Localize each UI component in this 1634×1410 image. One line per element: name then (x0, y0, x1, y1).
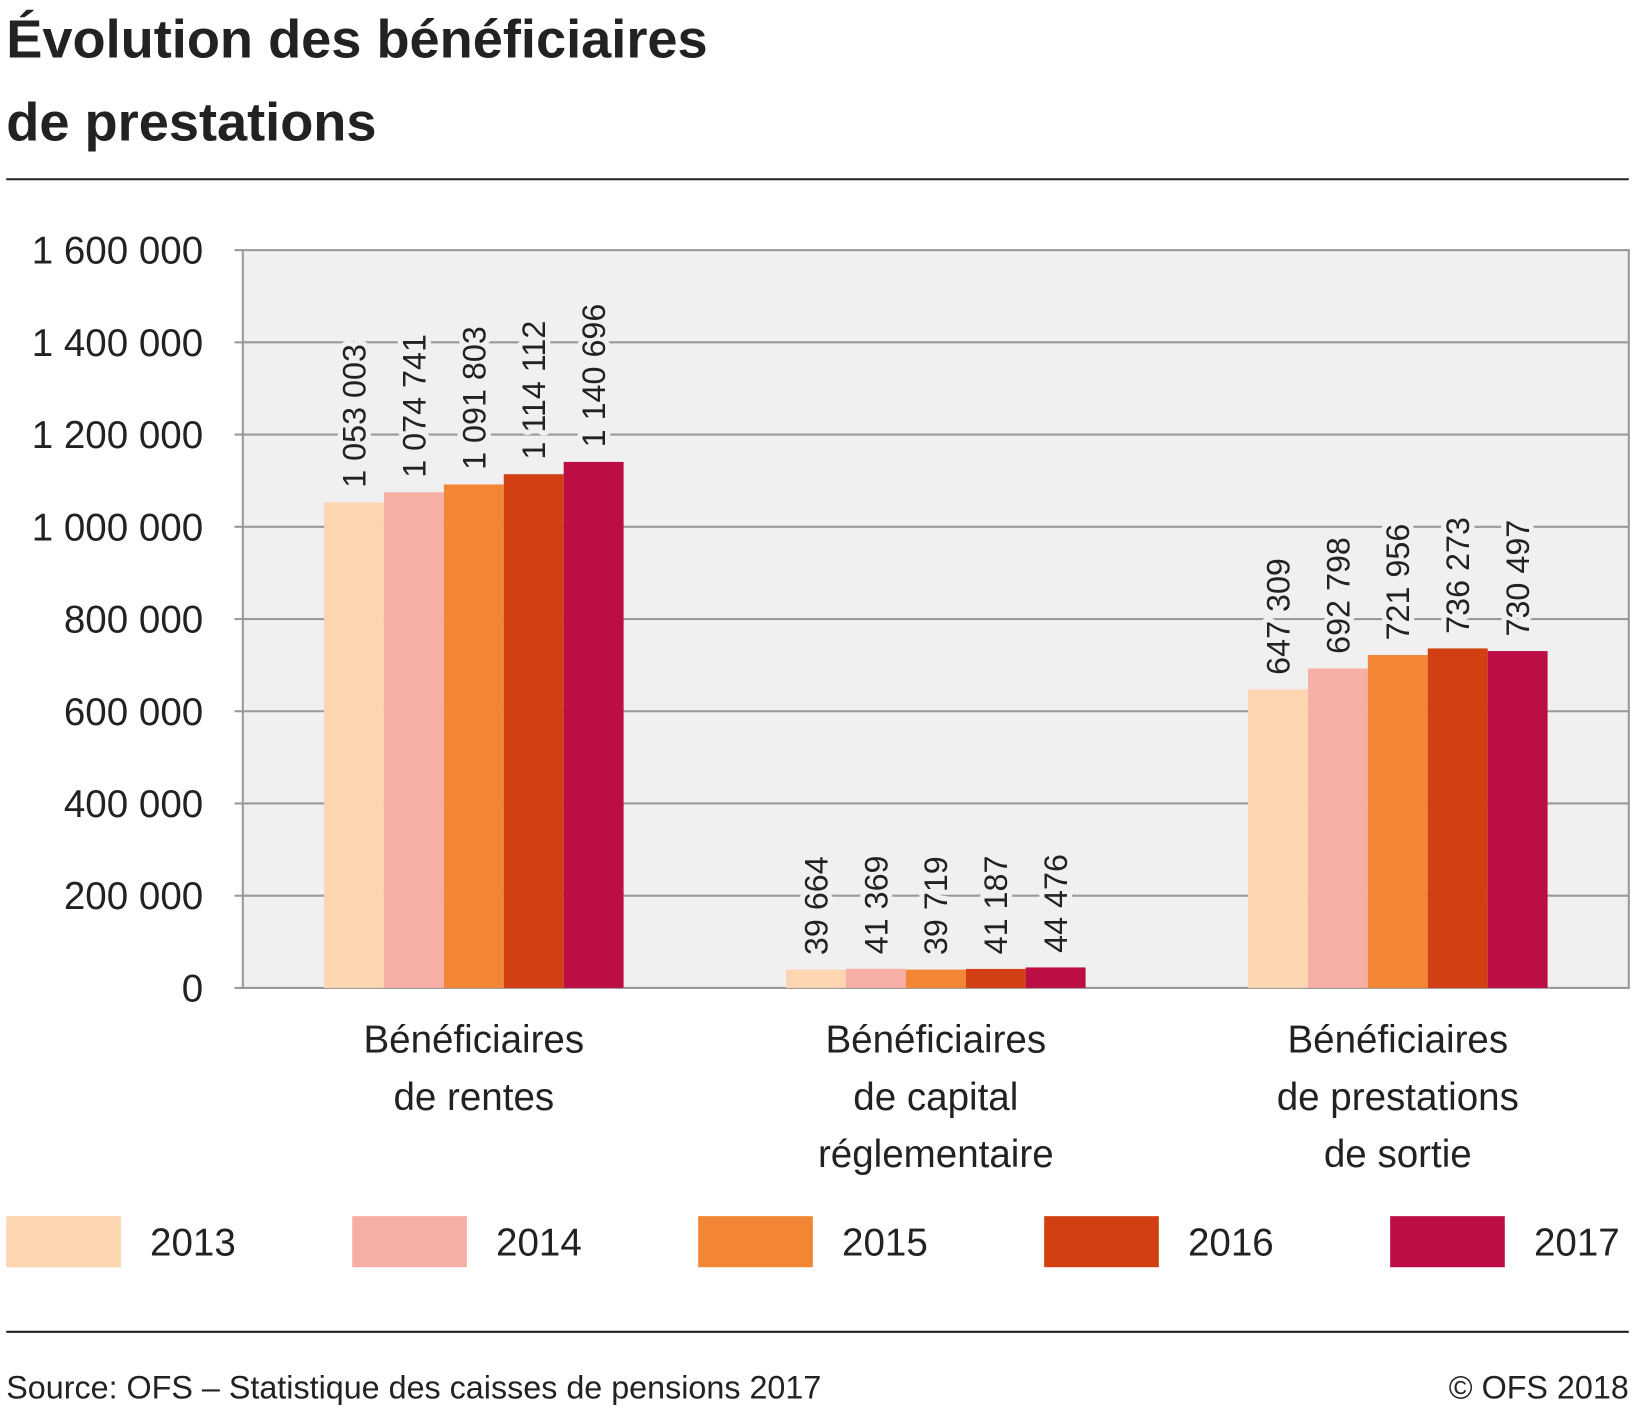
x-tick-label: de rentes (393, 1076, 554, 1119)
y-tick-label: 200 000 (64, 875, 203, 918)
legend-label: 2013 (150, 1222, 236, 1265)
bar (324, 502, 384, 988)
x-tick-label: de capital (853, 1076, 1018, 1119)
chart-title: Évolution des bénéficiaires (6, 9, 707, 69)
x-tick-label: Bénéficiaires (1287, 1019, 1508, 1062)
y-tick-label: 1 400 000 (32, 322, 204, 365)
copyright: © OFS 2018 (1449, 1370, 1629, 1406)
bar (1427, 648, 1488, 988)
legend-swatch (1044, 1216, 1159, 1268)
value-label: 41 187 (978, 856, 1014, 955)
chart-title: de prestations (6, 93, 376, 153)
value-label: 39 664 (798, 856, 834, 955)
bar (905, 969, 966, 988)
bar (1367, 655, 1428, 988)
source: Source: OFS – Statistique des caisses de… (6, 1370, 821, 1406)
value-label: 1 114 112 (516, 321, 552, 460)
value-label: 39 719 (918, 856, 954, 955)
bar (845, 968, 906, 988)
legend-label: 2017 (1534, 1222, 1620, 1265)
x-tick-label: de sortie (1324, 1133, 1472, 1176)
legend-label: 2016 (1188, 1222, 1274, 1265)
value-label: 692 798 (1320, 537, 1356, 654)
legend-swatch (352, 1216, 467, 1268)
legend-swatch (698, 1216, 813, 1268)
bar (1307, 668, 1368, 988)
value-label: 44 476 (1038, 854, 1074, 953)
value-label: 1 053 003 (336, 344, 372, 488)
bar (563, 461, 624, 988)
y-tick-label: 1 200 000 (32, 414, 204, 457)
x-tick-label: Bénéficiaires (825, 1019, 1046, 1062)
legend-label: 2014 (496, 1222, 582, 1265)
y-tick-label: 0 (182, 967, 203, 1010)
y-tick-label: 1 600 000 (32, 230, 204, 273)
bar (785, 969, 846, 988)
value-label: 41 369 (858, 855, 894, 954)
y-tick-label: 1 000 000 (32, 506, 204, 549)
value-label: 1 140 696 (576, 304, 612, 448)
y-tick-label: 800 000 (64, 599, 203, 642)
bar (1025, 967, 1086, 988)
bar (1487, 651, 1548, 988)
bar (1247, 689, 1308, 988)
value-label: 721 956 (1380, 524, 1416, 641)
y-tick-label: 600 000 (64, 691, 203, 734)
bar (965, 968, 1026, 988)
value-label: 1 091 803 (456, 326, 492, 470)
x-tick-label: réglementaire (818, 1133, 1054, 1176)
legend-swatch (1390, 1216, 1505, 1268)
y-tick-label: 400 000 (64, 783, 203, 826)
legend-swatch (6, 1216, 121, 1268)
value-label: 730 497 (1500, 520, 1536, 637)
value-label: 736 273 (1440, 517, 1476, 634)
value-label: 1 074 741 (396, 334, 432, 478)
bar (443, 484, 504, 988)
legend-label: 2015 (842, 1222, 928, 1265)
bar (383, 492, 444, 988)
x-tick-label: de prestations (1277, 1076, 1519, 1119)
bar (503, 474, 564, 988)
x-tick-label: Bénéficiaires (363, 1019, 584, 1062)
value-label: 647 309 (1260, 558, 1296, 675)
